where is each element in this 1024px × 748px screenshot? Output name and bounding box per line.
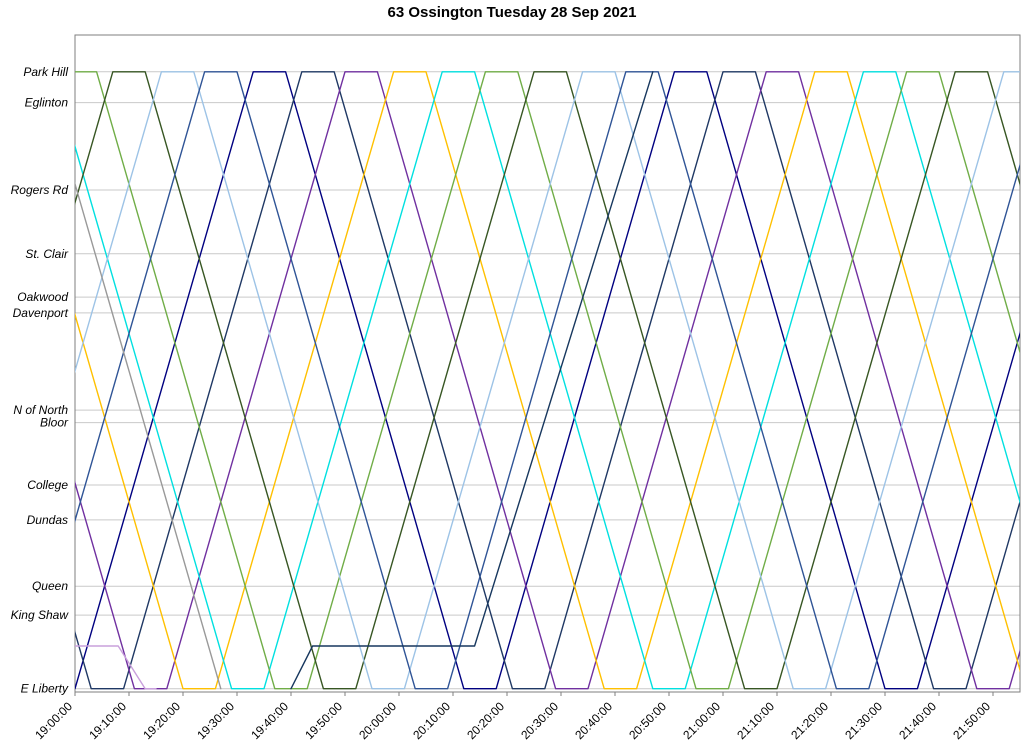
trip-line-vehicle-2 xyxy=(75,71,1020,690)
station-label: Queen xyxy=(32,579,68,593)
time-tick-label: 21:50:00 xyxy=(950,699,993,742)
station-label: Eglinton xyxy=(25,96,69,110)
time-tick-label: 19:40:00 xyxy=(248,699,291,742)
time-tick-label: 20:40:00 xyxy=(572,699,615,742)
trip-line-fragment-gray-run xyxy=(75,181,222,690)
time-tick-label: 19:30:00 xyxy=(194,699,237,742)
station-label: Bloor xyxy=(40,416,69,430)
time-tick-label: 19:10:00 xyxy=(86,699,129,742)
station-label: Dundas xyxy=(27,513,68,527)
chart-title: 63 Ossington Tuesday 28 Sep 2021 xyxy=(387,4,637,21)
time-tick-label: 19:00:00 xyxy=(32,699,75,742)
trip-line-vehicle-4 xyxy=(75,71,1020,690)
time-tick-label: 21:40:00 xyxy=(896,699,939,742)
trip-line-fragment-shortturn-kingshaw xyxy=(290,71,654,690)
trip-line-fragment-plum-shortturn xyxy=(75,645,157,690)
plot-border xyxy=(74,34,1021,693)
series-lines xyxy=(75,71,1020,690)
station-label: E Liberty xyxy=(21,682,69,696)
time-tick-label: 19:20:00 xyxy=(140,699,183,742)
time-tick-label: 20:10:00 xyxy=(410,699,453,742)
grid xyxy=(75,71,1020,690)
time-tick-label: 20:50:00 xyxy=(626,699,669,742)
trip-line-vehicle-8 xyxy=(75,71,1020,690)
station-label: N of North xyxy=(13,403,68,417)
trip-line-vehicle-5 xyxy=(75,71,1020,690)
time-tick-label: 20:30:00 xyxy=(518,699,561,742)
station-label: Rogers Rd xyxy=(11,183,69,197)
trip-line-vehicle-7 xyxy=(75,71,1020,690)
station-label: St. Clair xyxy=(25,247,69,261)
time-tick-label: 21:00:00 xyxy=(680,699,723,742)
station-label: King Shaw xyxy=(11,608,70,622)
station-label: Oakwood xyxy=(17,290,68,304)
x-axis-labels: 19:00:00 19:10:00 19:20:00 19:30:00 19:40:00… xyxy=(32,692,994,742)
trip-line-vehicle-9 xyxy=(75,71,1020,690)
time-tick-label: 21:10:00 xyxy=(734,699,777,742)
y-axis-labels: Park Hill Eglinton Rogers Rd St. Clair Oakwo… xyxy=(11,65,70,696)
time-tick-label: 19:50:00 xyxy=(302,699,345,742)
time-tick-label: 20:00:00 xyxy=(356,699,399,742)
time-tick-label: 20:20:00 xyxy=(464,699,507,742)
station-label: College xyxy=(27,478,68,492)
time-tick-label: 21:30:00 xyxy=(842,699,885,742)
trip-line-vehicle-6 xyxy=(75,71,1020,690)
trip-line-vehicle-1 xyxy=(75,71,1020,690)
time-tick-label: 21:20:00 xyxy=(788,699,831,742)
station-label: Park Hill xyxy=(23,65,68,79)
trip-line-vehicle-3 xyxy=(75,71,1020,690)
station-label: Davenport xyxy=(13,306,69,320)
